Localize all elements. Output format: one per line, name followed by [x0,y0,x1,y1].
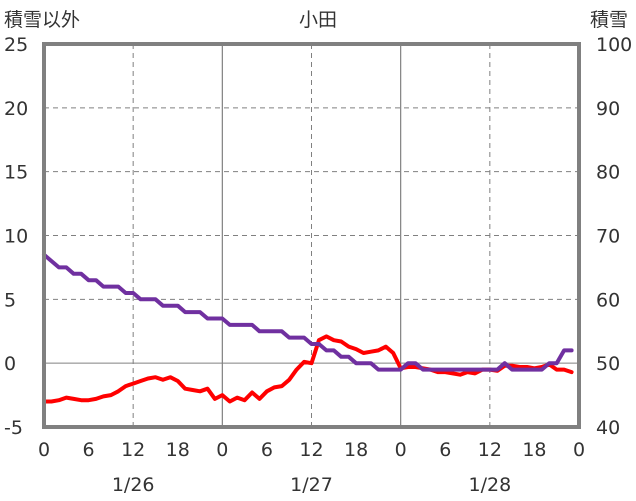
x-tick-label: 6 [83,439,95,461]
series-layer [42,252,574,404]
y-right-tick-label: 40 [596,417,620,439]
chart-title: 小田 [299,9,337,31]
plot-frame [42,42,581,429]
y-left-tick-label: 5 [4,289,16,311]
date-label: 1/27 [290,474,333,496]
right-axis-label: 積雪 [590,9,628,31]
y-left-tick-label: 25 [4,34,28,56]
x-tick-label: 18 [522,439,546,461]
y-right-tick-label: 90 [596,98,620,120]
date-label: 1/26 [112,474,155,496]
x-tick-label: 12 [299,439,323,461]
y-right-tick-label: 70 [596,226,620,248]
x-tick-label: 18 [166,439,190,461]
date-label: 1/28 [468,474,511,496]
x-tick-label: 18 [344,439,368,461]
y-right-tick-label: 60 [596,289,620,311]
x-tick-label: 12 [121,439,145,461]
x-tick-label: 0 [38,439,50,461]
y-left-tick-label: 0 [4,353,16,375]
series-line-right-axis [42,252,574,372]
y-left-tick-label: -5 [4,417,23,439]
y-right-tick-label: 100 [596,34,632,56]
x-tick-label: 6 [439,439,451,461]
left-axis-label: 積雪以外 [4,9,80,31]
y-right-tick-label: 80 [596,162,620,184]
x-tick-label: 0 [216,439,228,461]
x-tick-label: 12 [478,439,502,461]
y-right-tick-label: 50 [596,353,620,375]
x-tick-label: 6 [261,439,273,461]
x-tick-label: 0 [573,439,585,461]
x-tick-label: 0 [395,439,407,461]
y-left-tick-label: 10 [4,226,28,248]
y-left-tick-label: 15 [4,162,28,184]
y-left-tick-label: 20 [4,98,28,120]
